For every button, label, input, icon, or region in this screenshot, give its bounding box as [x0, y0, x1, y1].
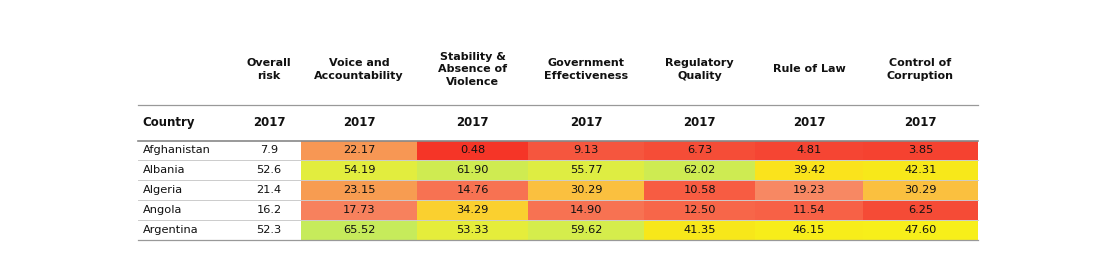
Text: Voice and
Accountability: Voice and Accountability — [314, 58, 404, 80]
Bar — [644, 180, 755, 200]
Text: 2017: 2017 — [343, 116, 375, 129]
Bar — [863, 160, 979, 180]
Text: 52.3: 52.3 — [257, 225, 282, 235]
Text: 16.2: 16.2 — [257, 205, 282, 215]
Text: 6.25: 6.25 — [908, 205, 933, 215]
Bar — [417, 220, 529, 240]
Bar — [755, 200, 863, 220]
Bar — [863, 140, 979, 160]
Text: Afghanistan: Afghanistan — [143, 146, 210, 156]
Bar — [529, 200, 644, 220]
Bar — [644, 220, 755, 240]
Text: Algeria: Algeria — [143, 185, 182, 195]
Bar — [417, 180, 529, 200]
Text: 41.35: 41.35 — [684, 225, 716, 235]
Bar — [863, 200, 979, 220]
Text: Stability &
Absence of
Violence: Stability & Absence of Violence — [438, 52, 507, 87]
Bar — [417, 140, 529, 160]
Text: Government
Effectiveness: Government Effectiveness — [544, 58, 628, 80]
Text: Rule of Law: Rule of Law — [773, 64, 845, 74]
Text: 53.33: 53.33 — [457, 225, 489, 235]
Text: 12.50: 12.50 — [684, 205, 716, 215]
Text: Country: Country — [143, 116, 195, 129]
Text: 2017: 2017 — [570, 116, 603, 129]
Text: 11.54: 11.54 — [793, 205, 825, 215]
Text: 2017: 2017 — [457, 116, 489, 129]
Text: 65.52: 65.52 — [343, 225, 375, 235]
Text: Argentina: Argentina — [143, 225, 198, 235]
Text: 59.62: 59.62 — [570, 225, 603, 235]
Text: 14.76: 14.76 — [457, 185, 489, 195]
Text: 22.17: 22.17 — [343, 146, 375, 156]
Text: 6.73: 6.73 — [687, 146, 712, 156]
Text: 42.31: 42.31 — [905, 166, 937, 176]
Bar — [755, 140, 863, 160]
Text: 54.19: 54.19 — [343, 166, 375, 176]
Text: 3.85: 3.85 — [908, 146, 933, 156]
Bar — [755, 180, 863, 200]
Text: 10.58: 10.58 — [684, 185, 716, 195]
Text: 2017: 2017 — [904, 116, 937, 129]
Text: 47.60: 47.60 — [905, 225, 937, 235]
Bar — [529, 140, 644, 160]
Bar — [529, 160, 644, 180]
Bar — [301, 200, 417, 220]
Text: 2017: 2017 — [793, 116, 825, 129]
Text: 9.13: 9.13 — [573, 146, 598, 156]
Bar — [644, 140, 755, 160]
Text: 23.15: 23.15 — [343, 185, 375, 195]
Text: 7.9: 7.9 — [260, 146, 278, 156]
Text: Overall
risk: Overall risk — [247, 58, 291, 80]
Text: Albania: Albania — [143, 166, 185, 176]
Text: 4.81: 4.81 — [796, 146, 822, 156]
Text: 2017: 2017 — [684, 116, 716, 129]
Bar — [644, 160, 755, 180]
Text: 39.42: 39.42 — [793, 166, 825, 176]
Text: 52.6: 52.6 — [257, 166, 282, 176]
Text: Angola: Angola — [143, 205, 181, 215]
Text: 34.29: 34.29 — [457, 205, 489, 215]
Text: 61.90: 61.90 — [457, 166, 489, 176]
Text: 21.4: 21.4 — [257, 185, 282, 195]
Text: 30.29: 30.29 — [570, 185, 603, 195]
Bar — [755, 160, 863, 180]
Bar — [417, 200, 529, 220]
Bar — [301, 180, 417, 200]
Bar — [529, 180, 644, 200]
Bar — [529, 220, 644, 240]
Bar — [755, 220, 863, 240]
Text: 62.02: 62.02 — [684, 166, 716, 176]
Bar — [863, 180, 979, 200]
Bar — [644, 200, 755, 220]
Text: 0.48: 0.48 — [460, 146, 486, 156]
Text: 17.73: 17.73 — [343, 205, 375, 215]
Bar — [301, 160, 417, 180]
Text: 2017: 2017 — [252, 116, 285, 129]
Text: Control of
Corruption: Control of Corruption — [887, 58, 953, 80]
Bar — [301, 140, 417, 160]
Text: 19.23: 19.23 — [793, 185, 825, 195]
Bar — [301, 220, 417, 240]
Bar — [863, 220, 979, 240]
Text: 55.77: 55.77 — [570, 166, 603, 176]
Text: 14.90: 14.90 — [570, 205, 603, 215]
Text: 30.29: 30.29 — [904, 185, 937, 195]
Text: Regulatory
Quality: Regulatory Quality — [666, 58, 734, 80]
Bar — [417, 160, 529, 180]
Text: 46.15: 46.15 — [793, 225, 825, 235]
